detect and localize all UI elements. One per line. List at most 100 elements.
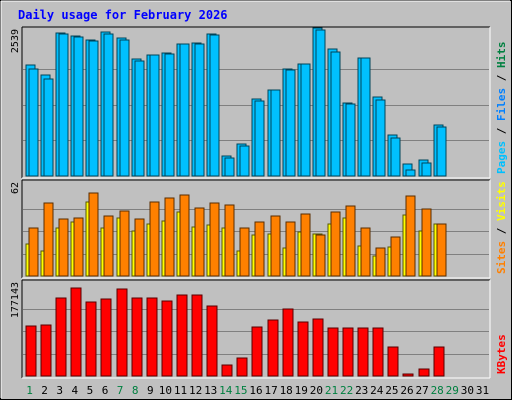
bar-visits-sites-day-27 bbox=[421, 208, 432, 277]
bar-fill bbox=[100, 298, 112, 377]
bar-fill bbox=[28, 227, 39, 277]
bar-kbytes-kbytes-day-15 bbox=[236, 357, 248, 377]
bar-hits-files-day-26 bbox=[405, 169, 416, 177]
bar-fill bbox=[357, 327, 369, 377]
legend-files: Files bbox=[495, 88, 508, 121]
panel-visits-max-label: 62 bbox=[10, 182, 21, 194]
bar-visits-sites-day-18 bbox=[285, 221, 296, 277]
bar-fill bbox=[103, 215, 114, 277]
panel-visits-legend: Sites / Visits bbox=[495, 181, 508, 274]
bar-hits-files-day-7 bbox=[119, 39, 130, 177]
bar-fill bbox=[300, 213, 311, 277]
bar-fill bbox=[330, 51, 341, 177]
bar-hits-files-day-20 bbox=[315, 29, 326, 177]
bar-fill bbox=[375, 247, 386, 277]
x-tick-label-day-30: 30 bbox=[461, 384, 474, 397]
bar-kbytes-kbytes-day-21 bbox=[327, 327, 339, 377]
bar-fill bbox=[254, 100, 265, 177]
bar-fill bbox=[161, 300, 173, 377]
bar-kbytes-kbytes-day-28 bbox=[433, 346, 445, 377]
bar-kbytes-kbytes-day-16 bbox=[251, 326, 263, 377]
bar-fill bbox=[345, 103, 356, 177]
bar-fill bbox=[360, 227, 371, 277]
bar-fill bbox=[402, 373, 414, 377]
bar-hits-files-day-15 bbox=[239, 145, 250, 177]
bar-visits-sites-day-5 bbox=[88, 192, 99, 277]
bar-fill bbox=[149, 54, 160, 177]
bar-fill bbox=[270, 215, 281, 277]
x-tick-label-day-2: 2 bbox=[41, 384, 48, 397]
bar-hits-files-day-1 bbox=[28, 68, 39, 177]
x-tick-label-day-15: 15 bbox=[234, 384, 247, 397]
bar-fill bbox=[206, 305, 218, 377]
bar-visits-sites-day-12 bbox=[194, 207, 205, 277]
bar-fill bbox=[387, 346, 399, 377]
bar-fill bbox=[421, 162, 432, 177]
x-tick-label-day-25: 25 bbox=[385, 384, 398, 397]
x-tick-label-day-4: 4 bbox=[71, 384, 78, 397]
bar-fill bbox=[88, 40, 99, 177]
bar-hits-files-day-9 bbox=[149, 54, 160, 177]
bar-kbytes-kbytes-day-17 bbox=[267, 319, 279, 377]
bar-visits-sites-day-8 bbox=[134, 218, 145, 277]
bar-fill bbox=[85, 301, 97, 377]
bar-fill bbox=[209, 34, 220, 177]
x-tick-label-day-10: 10 bbox=[159, 384, 172, 397]
panel-hits: 2539 Pages / Files / Hits bbox=[10, 26, 508, 179]
bar-fill bbox=[88, 192, 99, 277]
bar-visits-sites-day-4 bbox=[73, 217, 84, 277]
bar-kbytes-kbytes-day-4 bbox=[70, 287, 82, 377]
bar-fill bbox=[25, 325, 37, 377]
bar-fill bbox=[58, 218, 69, 277]
bar-visits-sites-day-15 bbox=[239, 227, 250, 277]
legend-pages: Pages bbox=[495, 141, 508, 174]
bar-kbytes-kbytes-day-9 bbox=[146, 297, 158, 377]
bar-kbytes-kbytes-day-12 bbox=[191, 294, 203, 377]
panel-hits-max-label: 2539 bbox=[10, 29, 21, 53]
bar-kbytes-kbytes-day-27 bbox=[418, 368, 430, 377]
bar-fill bbox=[40, 324, 52, 377]
bar-hits-files-day-19 bbox=[300, 63, 311, 177]
bar-fill bbox=[239, 145, 250, 177]
x-tick-label-day-18: 18 bbox=[280, 384, 293, 397]
bar-hits-files-day-16 bbox=[254, 100, 265, 177]
bar-hits-files-day-24 bbox=[375, 99, 386, 177]
bar-kbytes-kbytes-day-19 bbox=[297, 321, 309, 377]
bar-fill bbox=[164, 53, 175, 177]
bar-fill bbox=[28, 68, 39, 177]
legend-separator: / bbox=[495, 121, 508, 141]
bar-kbytes-kbytes-day-14 bbox=[221, 364, 233, 377]
bar-visits-sites-day-14 bbox=[224, 204, 235, 277]
bar-kbytes-kbytes-day-3 bbox=[55, 297, 67, 377]
bar-fill bbox=[236, 357, 248, 377]
bar-fill bbox=[55, 297, 67, 377]
bar-fill bbox=[43, 202, 54, 277]
bar-hits-files-day-2 bbox=[43, 78, 54, 177]
bar-hits-files-day-4 bbox=[73, 36, 84, 177]
bar-kbytes-kbytes-day-25 bbox=[387, 346, 399, 377]
bar-fill bbox=[224, 204, 235, 277]
bar-fill bbox=[191, 294, 203, 377]
bar-fill bbox=[70, 287, 82, 377]
bar-kbytes-kbytes-day-18 bbox=[282, 308, 294, 377]
x-tick-label-day-12: 12 bbox=[189, 384, 202, 397]
bar-fill bbox=[251, 326, 263, 377]
bar-kbytes-kbytes-day-7 bbox=[116, 288, 128, 377]
bar-fill bbox=[315, 234, 326, 277]
bar-kbytes-kbytes-day-6 bbox=[100, 298, 112, 377]
x-tick-label-day-3: 3 bbox=[56, 384, 63, 397]
bar-hits-files-day-18 bbox=[285, 69, 296, 177]
bar-fill bbox=[179, 43, 190, 177]
bar-fill bbox=[312, 318, 324, 377]
bar-fill bbox=[405, 169, 416, 177]
legend-kbytes: KBytes bbox=[495, 334, 508, 374]
bar-hits-files-day-23 bbox=[360, 57, 371, 177]
bar-fill bbox=[418, 368, 430, 377]
x-tick-label-day-11: 11 bbox=[174, 384, 187, 397]
bar-fill bbox=[405, 195, 416, 277]
bar-kbytes-kbytes-day-26 bbox=[402, 373, 414, 377]
bar-kbytes-kbytes-day-22 bbox=[342, 327, 354, 377]
bar-fill bbox=[134, 60, 145, 177]
bar-fill bbox=[103, 33, 114, 177]
bar-fill bbox=[330, 211, 341, 277]
